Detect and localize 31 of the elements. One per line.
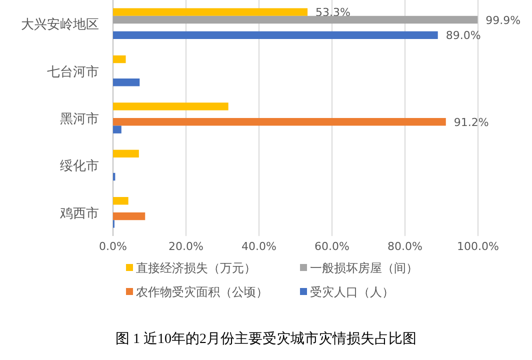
data-label: 91.2% bbox=[454, 116, 489, 129]
x-tick-label: 80.0% bbox=[388, 240, 422, 253]
y-tick-label: 黑河市 bbox=[60, 112, 99, 127]
data-label: 99.9% bbox=[486, 14, 521, 27]
legend-label: 一般损坏房屋（间） bbox=[310, 261, 418, 275]
bar bbox=[113, 126, 122, 134]
bar bbox=[113, 197, 128, 205]
text: 图 1 近10年的2月份主要受灾城市灾情损失占比图 bbox=[116, 331, 416, 347]
bar bbox=[113, 78, 140, 86]
bar bbox=[113, 16, 478, 24]
y-tick-label: 大兴安岭地区 bbox=[21, 16, 99, 33]
legend-label: 直接经济损失（万元） bbox=[136, 261, 256, 275]
bar bbox=[113, 150, 139, 158]
x-tick-label: 40.0% bbox=[242, 240, 276, 253]
legend-label: 农作物受灾面积（公顷） bbox=[136, 285, 268, 299]
bar bbox=[113, 212, 146, 220]
data-label: 53.3% bbox=[316, 6, 350, 20]
x-tick-label: 100.0% bbox=[457, 240, 499, 253]
bar bbox=[113, 31, 438, 39]
bar bbox=[113, 102, 228, 110]
data-label: 89.0% bbox=[446, 29, 481, 42]
bar bbox=[113, 118, 446, 126]
y-tick-label: 绥化市 bbox=[60, 159, 99, 174]
bar bbox=[113, 8, 308, 16]
y-tick-label: 七台河市 bbox=[47, 64, 99, 80]
bar bbox=[113, 55, 126, 64]
y-tick-label: 鸡西市 bbox=[59, 206, 99, 222]
x-tick-label: 60.0% bbox=[314, 240, 350, 253]
legend-label: 受灾人口（人） bbox=[310, 285, 394, 299]
x-tick-label: 0.0% bbox=[99, 240, 127, 253]
x-tick-label: 20.0% bbox=[168, 240, 204, 253]
